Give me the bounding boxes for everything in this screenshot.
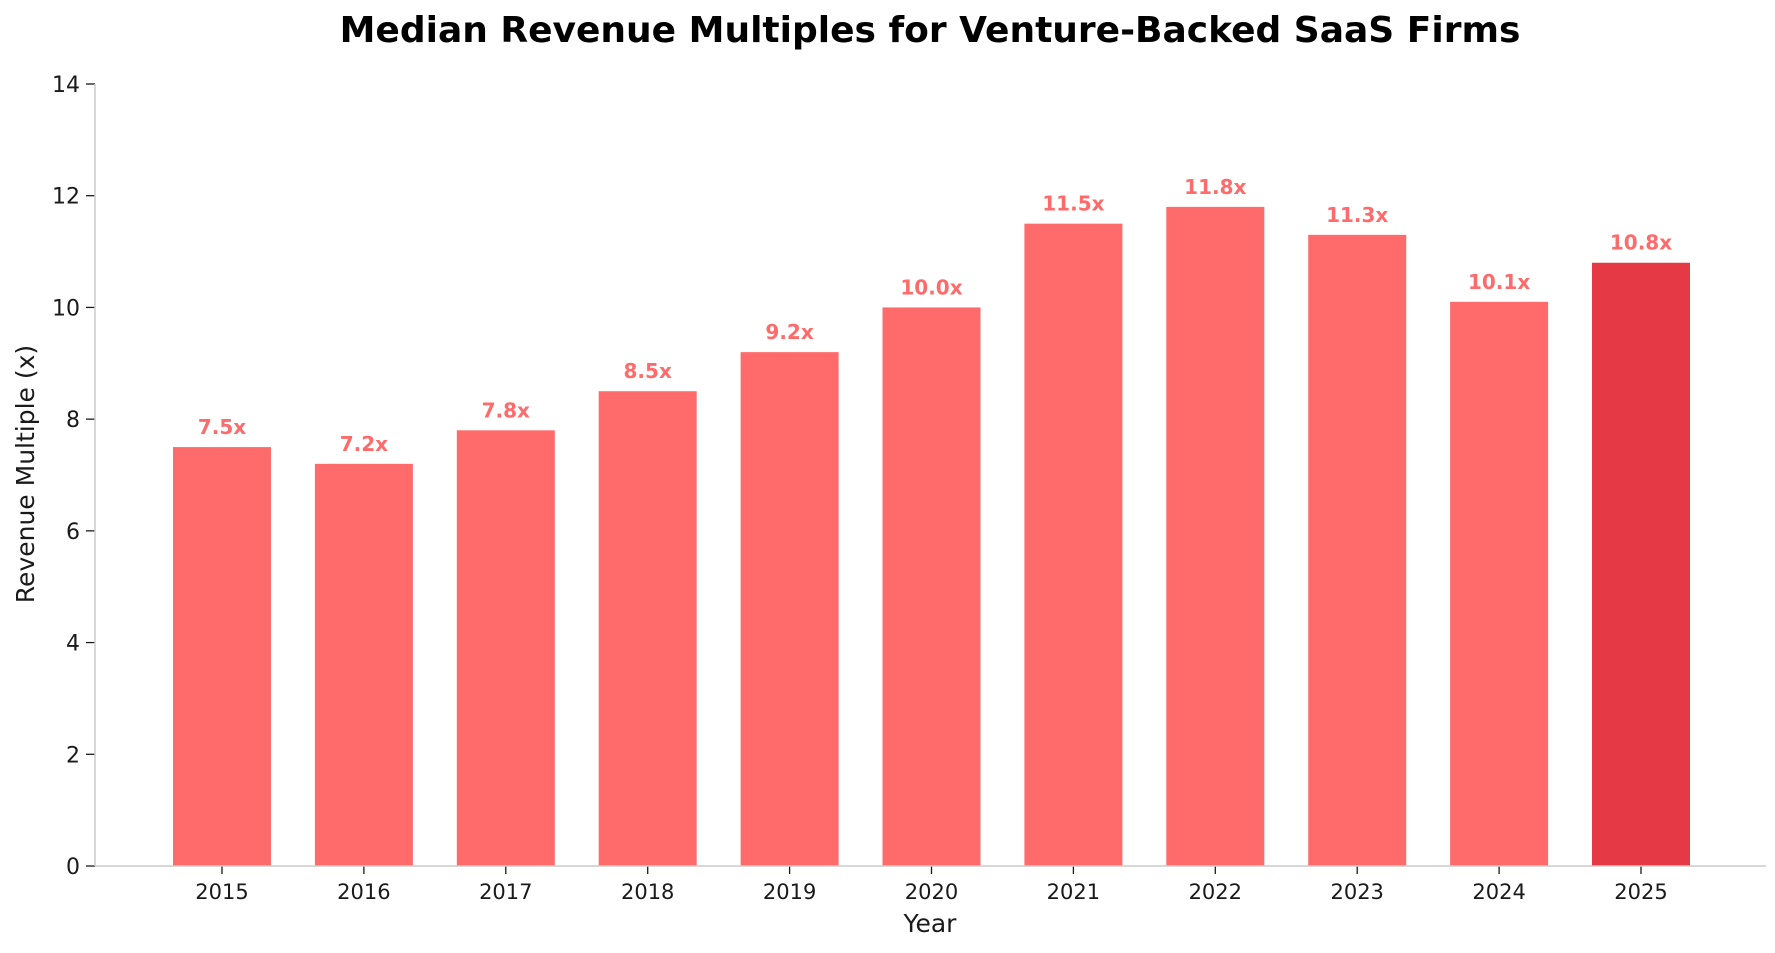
y-tick-label: 14 (52, 73, 80, 98)
x-tick-label: 2021 (1047, 880, 1100, 904)
y-tick-label: 2 (66, 743, 80, 768)
bar-2023 (1308, 234, 1407, 867)
y-tick-label: 4 (66, 632, 80, 657)
bar-2018 (598, 391, 697, 866)
x-tick-label: 2025 (1614, 880, 1667, 904)
bar-2017 (456, 430, 555, 866)
data-label-2019: 9.2x (765, 320, 813, 344)
x-tick-label: 2024 (1472, 880, 1525, 904)
data-label-2017: 7.8x (482, 398, 530, 422)
bar-2025 (1592, 262, 1690, 866)
data-label-2023: 11.3x (1326, 203, 1388, 227)
data-label-2025: 10.8x (1610, 231, 1672, 255)
y-tick-label: 8 (66, 408, 80, 433)
y-tick-label: 0 (66, 855, 80, 880)
bar-2022 (1166, 206, 1265, 866)
bars-group (173, 206, 1690, 867)
bar-2021 (1024, 223, 1123, 867)
data-label-2024: 10.1x (1468, 270, 1530, 294)
data-label-2022: 11.8x (1184, 175, 1246, 199)
bar-2019 (740, 352, 839, 867)
y-axis-label: Revenue Multiple (x) (11, 345, 40, 603)
x-tick-label: 2018 (621, 880, 674, 904)
data-label-2021: 11.5x (1042, 192, 1104, 216)
data-label-2016: 7.2x (340, 432, 388, 456)
chart-title: Median Revenue Multiples for Venture-Bac… (340, 10, 1521, 51)
bar-2015 (173, 447, 271, 866)
data-label-2018: 8.5x (624, 359, 672, 383)
data-label-2020: 10.0x (900, 275, 962, 299)
axes-group (94, 84, 1766, 867)
x-tick-label: 2019 (763, 880, 816, 904)
y-tick-label: 12 (52, 185, 80, 210)
x-axis-ticks: 2015 2016 2017 2018 2019 2020 2021 2022 2023 2024… (195, 866, 1668, 904)
bar-2024 (1450, 301, 1549, 866)
y-axis-ticks: 0 2 4 6 8 10 12 14 (52, 73, 95, 880)
data-labels-group: 7.5x 7.2x 7.8x 8.5x 9.2x 10.0x 11.5x 11.8x 11.3x… (198, 175, 1672, 456)
x-tick-label: 2022 (1189, 880, 1242, 904)
bar-2020 (882, 307, 981, 866)
x-tick-label: 2017 (479, 880, 532, 904)
x-tick-label: 2020 (905, 880, 958, 904)
data-label-2015: 7.5x (198, 415, 246, 439)
bar-2016 (314, 463, 413, 866)
x-tick-label: 2016 (337, 880, 390, 904)
x-axis-label: Year (903, 909, 958, 938)
y-tick-label: 10 (52, 296, 80, 321)
y-tick-label: 6 (66, 520, 80, 545)
x-tick-label: 2015 (195, 880, 248, 904)
x-tick-label: 2023 (1330, 880, 1383, 904)
